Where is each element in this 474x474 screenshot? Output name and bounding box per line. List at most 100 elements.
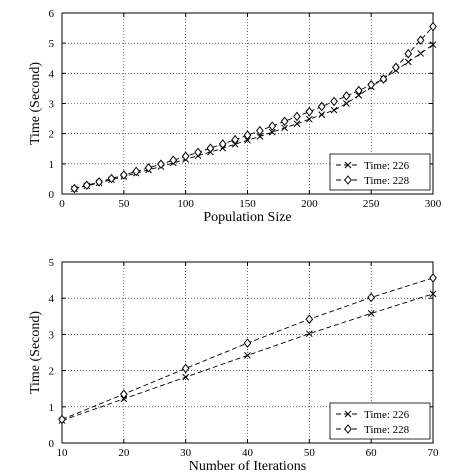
x-tick-label: 0 <box>59 198 65 210</box>
diamond-marker <box>206 143 215 153</box>
diamond-marker <box>144 162 153 173</box>
y-tick-label: 1 <box>49 402 55 414</box>
x-tick-label: 10 <box>57 447 69 459</box>
series-line <box>74 26 434 190</box>
x-marker <box>404 58 412 66</box>
legend-box <box>329 402 431 440</box>
legend: Time: 226 Time: 228 <box>329 153 431 191</box>
x-marker <box>429 290 437 298</box>
diamond-marker <box>367 292 376 303</box>
x-marker <box>256 133 264 140</box>
diamond-marker <box>392 62 400 73</box>
x-tick-label: 50 <box>118 198 130 210</box>
diamond-marker <box>231 134 239 145</box>
y-tick-label: 3 <box>49 99 55 111</box>
x-tick-label: 50 <box>304 447 316 459</box>
x-marker <box>244 352 251 359</box>
diamond-marker <box>119 170 128 180</box>
series-line <box>61 293 434 421</box>
diamond-marker <box>218 139 227 149</box>
x-tick-label: 150 <box>239 198 256 210</box>
diamond-marker <box>243 130 252 140</box>
legend-label: Time: 226 <box>364 160 410 172</box>
x-marker <box>367 310 375 317</box>
diamond-marker <box>404 48 413 59</box>
legend-diamond-marker <box>344 175 352 185</box>
x-tick-label: 70 <box>428 447 440 459</box>
diamond-marker <box>305 314 314 324</box>
diamond-marker <box>169 155 178 166</box>
diamond-marker <box>379 74 388 84</box>
diamond-marker <box>82 180 91 191</box>
series-line <box>61 277 434 420</box>
diamond-marker <box>181 363 190 374</box>
chart-number-of-iterations: 10 20 30 40 50 60 70 0 1 2 3 4 5 Number of Iterations… <box>28 257 439 474</box>
diamond-marker <box>268 121 277 131</box>
diamond-marker <box>416 35 425 45</box>
diamond-marker <box>317 101 326 112</box>
diamond-marker <box>95 177 103 187</box>
diamond-marker <box>107 173 116 184</box>
y-tick-label: 0 <box>49 438 55 450</box>
diamond-marker <box>243 338 252 348</box>
x-tick-label: 60 <box>366 447 378 459</box>
diamond-marker <box>305 106 314 117</box>
diamond-marker <box>194 147 202 158</box>
y-axis-label: Time (Second) <box>28 62 43 145</box>
y-tick-label: 2 <box>49 129 55 141</box>
diamond-marker <box>58 414 66 425</box>
x-tick-label: 30 <box>180 447 192 459</box>
x-tick-label: 300 <box>425 198 442 210</box>
diamond-marker <box>367 79 376 90</box>
legend-label: Time: 226 <box>364 409 410 421</box>
series-time-228 <box>58 273 437 425</box>
x-marker <box>244 136 251 144</box>
x-axis-label: Number of Iterations <box>189 459 306 474</box>
x-marker <box>330 106 338 114</box>
legend-x-marker <box>344 410 352 418</box>
diamond-marker <box>181 151 190 162</box>
x-marker <box>268 128 276 136</box>
y-tick-label: 6 <box>49 8 55 20</box>
diamond-marker <box>256 125 264 136</box>
series-line <box>74 44 434 190</box>
x-marker <box>281 124 288 132</box>
x-axis-label: Population Size <box>203 210 291 225</box>
x-tick-label: 250 <box>363 198 380 210</box>
x-tick-label: 100 <box>177 198 194 210</box>
diamond-marker <box>293 111 301 122</box>
y-tick-label: 2 <box>49 366 55 378</box>
x-marker <box>305 115 313 123</box>
y-axis-label: Time (Second) <box>28 311 43 394</box>
x-tick-label: 20 <box>118 447 130 459</box>
legend-diamond-marker <box>344 424 352 434</box>
x-marker <box>318 111 326 119</box>
diamond-marker <box>119 389 128 399</box>
diamond-marker <box>70 183 79 194</box>
y-tick-label: 5 <box>49 257 55 269</box>
legend: Time: 226 Time: 228 <box>329 402 431 440</box>
diamond-marker <box>280 116 289 127</box>
diamond-marker <box>132 166 141 177</box>
x-marker <box>305 330 313 338</box>
diamond-marker <box>330 96 338 107</box>
y-tick-label: 4 <box>49 68 55 80</box>
y-tick-label: 3 <box>49 329 55 341</box>
diamond-marker <box>429 21 437 32</box>
x-marker <box>182 373 190 381</box>
x-marker <box>417 50 424 57</box>
y-tick-label: 1 <box>49 159 55 171</box>
x-tick-label: 200 <box>301 198 318 210</box>
legend-label: Time: 228 <box>364 175 410 187</box>
x-marker <box>293 120 301 128</box>
legend-box <box>329 153 431 191</box>
legend-label: Time: 228 <box>364 424 410 436</box>
y-tick-label: 5 <box>49 38 55 50</box>
diamond-marker <box>342 91 351 101</box>
diamond-marker <box>429 273 437 283</box>
diamond-marker <box>157 159 165 169</box>
diamond-marker <box>354 85 363 96</box>
x-tick-label: 40 <box>242 447 254 459</box>
series-time-228 <box>70 21 437 194</box>
